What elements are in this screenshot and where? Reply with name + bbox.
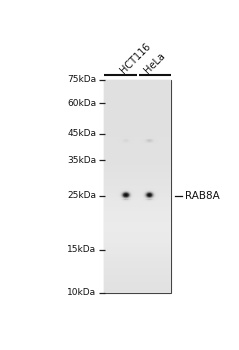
Text: 15kDa: 15kDa (67, 245, 97, 254)
Bar (104, 105, 171, 108)
Bar (104, 136, 171, 140)
Bar (104, 97, 171, 101)
Bar (104, 232, 171, 236)
Bar (104, 133, 171, 136)
Bar (104, 239, 171, 243)
Bar (104, 130, 171, 133)
Bar (104, 264, 171, 268)
Bar (104, 161, 171, 165)
Bar (104, 271, 171, 275)
Bar (104, 140, 171, 143)
Bar (104, 282, 171, 286)
Bar (104, 179, 171, 183)
Bar (104, 279, 171, 282)
Bar (104, 90, 171, 94)
Bar (104, 94, 171, 97)
Bar (104, 80, 171, 293)
Bar (104, 218, 171, 222)
Bar (104, 112, 171, 115)
Bar (104, 119, 171, 122)
Text: 35kDa: 35kDa (67, 156, 97, 165)
Bar (104, 144, 171, 147)
Bar (104, 193, 171, 197)
Bar (104, 289, 171, 293)
Text: 45kDa: 45kDa (68, 129, 97, 138)
Bar (104, 154, 171, 158)
Bar (104, 172, 171, 176)
Bar (104, 101, 171, 105)
Bar (104, 215, 171, 218)
Bar (104, 158, 171, 161)
Bar (104, 243, 171, 246)
Bar (104, 190, 171, 193)
Bar (104, 257, 171, 261)
Bar (104, 268, 171, 271)
Bar (104, 236, 171, 239)
Bar (104, 126, 171, 130)
Bar (104, 83, 171, 87)
Text: HeLa: HeLa (142, 51, 167, 76)
Bar (104, 208, 171, 211)
Bar (104, 261, 171, 264)
Text: HCT116: HCT116 (119, 42, 153, 76)
Bar (104, 229, 171, 232)
Bar (104, 151, 171, 154)
Bar (104, 197, 171, 201)
Text: 25kDa: 25kDa (68, 191, 97, 200)
Bar (104, 186, 171, 190)
Bar (104, 122, 171, 126)
Text: 10kDa: 10kDa (67, 288, 97, 297)
Bar (104, 246, 171, 250)
Bar (104, 147, 171, 151)
Bar (104, 108, 171, 112)
Bar (104, 87, 171, 90)
Text: 75kDa: 75kDa (67, 75, 97, 84)
Bar (104, 250, 171, 254)
Bar (104, 254, 171, 257)
Text: 60kDa: 60kDa (67, 99, 97, 108)
Bar (104, 201, 171, 204)
Text: RAB8A: RAB8A (185, 191, 220, 201)
Bar (104, 165, 171, 168)
Bar (104, 211, 171, 215)
Bar (104, 286, 171, 289)
Bar (104, 225, 171, 229)
Bar (104, 183, 171, 186)
Bar (104, 80, 171, 83)
Bar (104, 115, 171, 119)
Bar (104, 176, 171, 179)
Bar (104, 204, 171, 208)
Bar (104, 222, 171, 225)
Bar (104, 275, 171, 279)
Bar (104, 168, 171, 172)
